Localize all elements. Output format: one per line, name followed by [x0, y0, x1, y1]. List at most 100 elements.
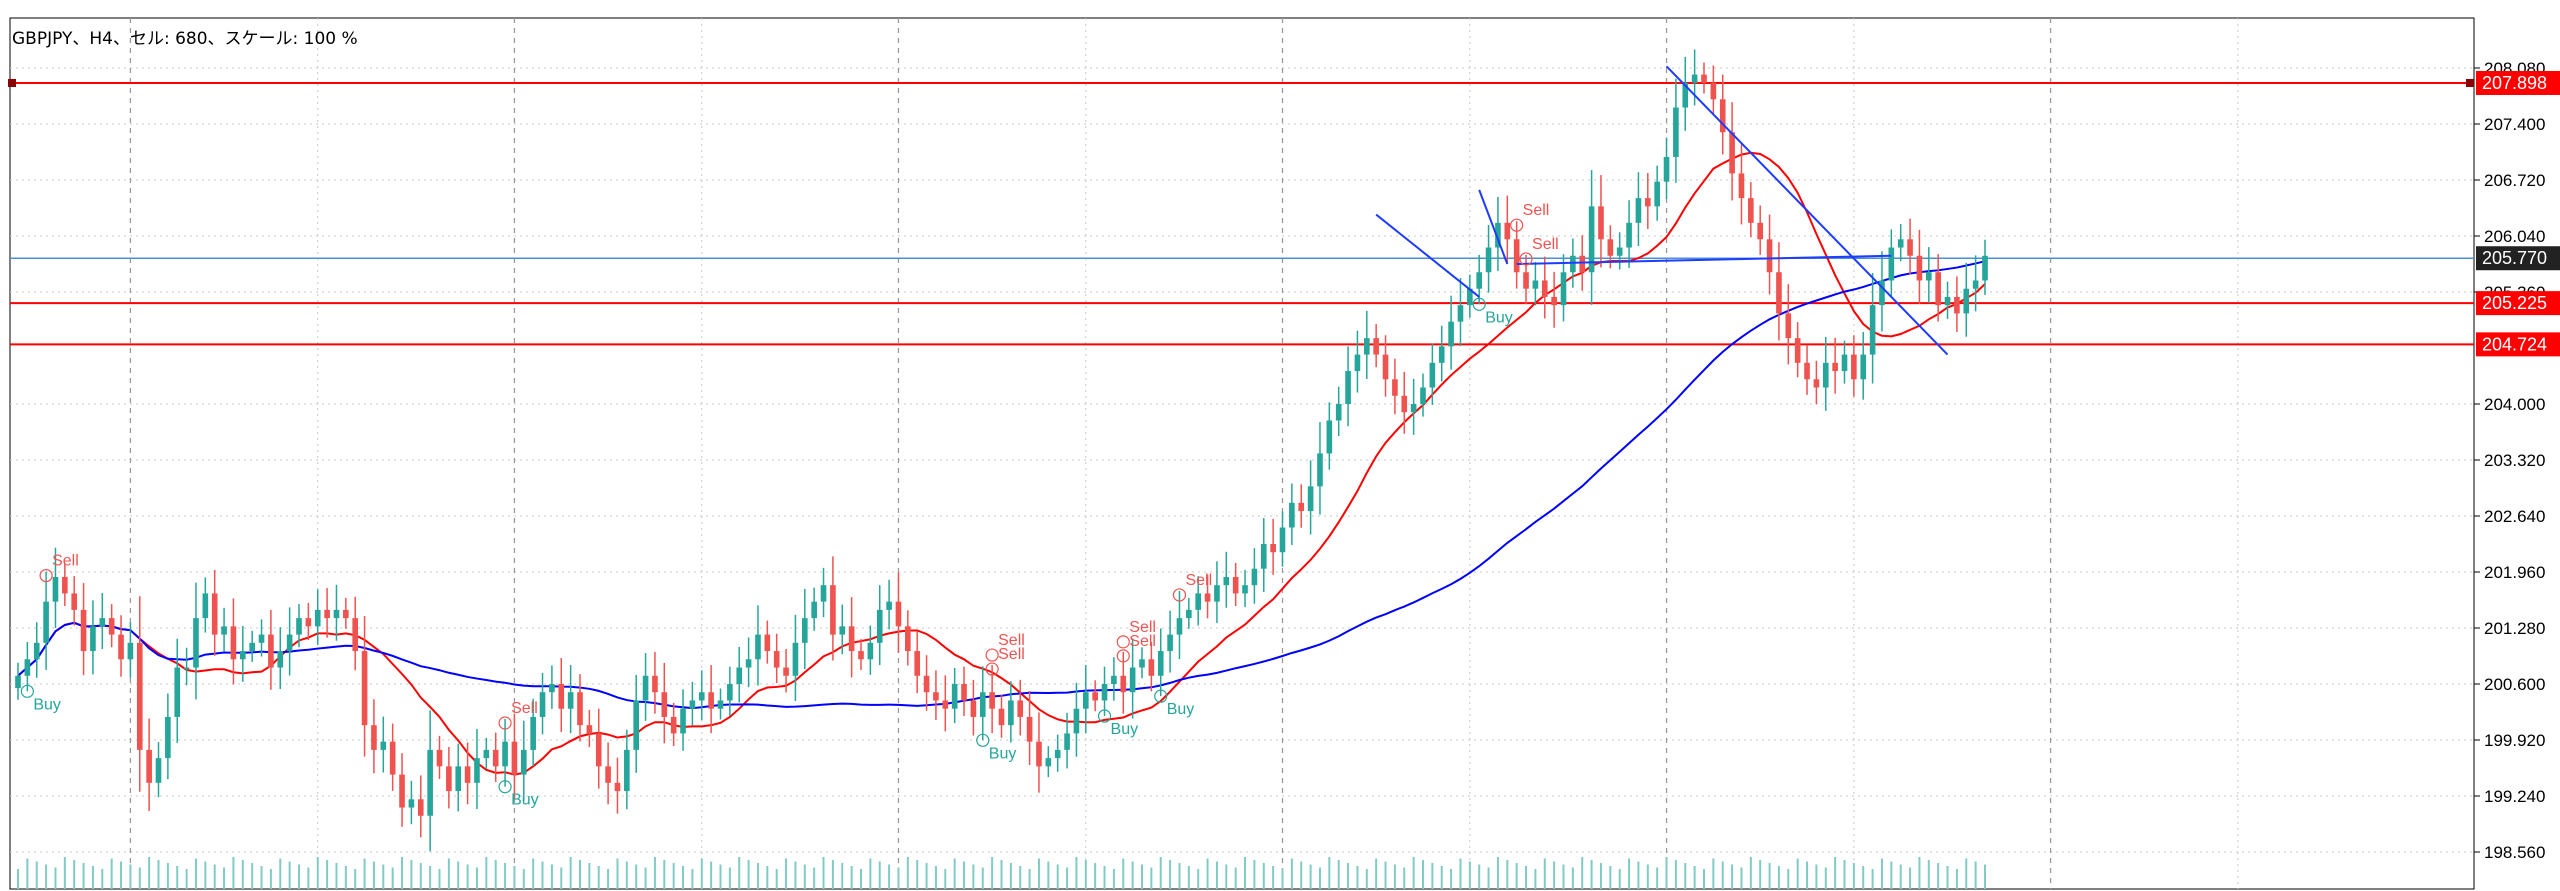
candle	[352, 596, 359, 671]
candle-body	[1186, 609, 1192, 619]
y-tick-label: 206.040	[2484, 227, 2545, 246]
candle-body	[324, 609, 330, 619]
candle	[324, 588, 330, 638]
candle-body	[90, 626, 96, 652]
candle	[1532, 261, 1539, 306]
candle	[221, 607, 227, 652]
candle-body	[1804, 362, 1810, 380]
candle-body	[736, 667, 743, 684]
y-tick-label: 204.000	[2484, 395, 2545, 414]
candle	[792, 614, 799, 701]
y-tick-label: 201.960	[2484, 563, 2545, 582]
candle-body	[1111, 675, 1117, 684]
candle	[118, 615, 124, 677]
candle-body	[1944, 296, 1951, 306]
candle	[1392, 358, 1398, 415]
candle-body	[1410, 404, 1417, 413]
candle	[520, 720, 527, 801]
candle	[1410, 378, 1417, 435]
candle-body	[146, 749, 152, 783]
candle-body	[239, 651, 246, 660]
candle	[933, 670, 939, 721]
candle-body	[1701, 74, 1707, 83]
candle	[595, 708, 602, 789]
candle	[1701, 62, 1707, 94]
buy-signal-label: Buy	[989, 745, 1017, 762]
candle	[1907, 218, 1913, 275]
candle-body	[577, 692, 583, 726]
candle-body	[1607, 239, 1614, 256]
candle	[1045, 746, 1052, 778]
candle	[464, 742, 471, 805]
candle-body	[1036, 741, 1042, 767]
candle	[998, 694, 1005, 738]
buy-marker	[498, 780, 512, 794]
candle-body	[268, 634, 274, 668]
candle-body	[1429, 362, 1436, 388]
price-tag-label: 204.724	[2482, 334, 2547, 354]
candle-body	[474, 758, 480, 783]
candle-body	[24, 659, 31, 676]
candle-body	[961, 684, 967, 701]
candle-body	[1326, 420, 1333, 454]
sell-marker	[1172, 588, 1187, 602]
y-tick-label: 203.320	[2484, 451, 2545, 470]
candle-body	[1982, 255, 1988, 281]
candle	[1026, 691, 1033, 765]
candle-body	[436, 749, 443, 767]
candle	[474, 728, 480, 810]
candle-body	[1129, 667, 1136, 693]
candle	[1982, 239, 1988, 295]
candle-body	[1082, 692, 1089, 709]
candle-body	[446, 766, 452, 792]
trendline-flat	[1516, 254, 1892, 265]
candle-body	[108, 618, 115, 635]
candle-body	[389, 741, 396, 775]
candle-body	[417, 799, 424, 816]
candle	[1635, 172, 1642, 247]
candle-body	[333, 609, 340, 619]
candle	[1551, 271, 1557, 328]
candle	[1092, 680, 1098, 712]
buy-marker	[20, 684, 34, 698]
candle-body	[1635, 198, 1642, 223]
line-anchor-right	[2466, 78, 2474, 87]
candle	[127, 622, 134, 678]
candle	[614, 757, 621, 814]
candle	[1513, 221, 1520, 289]
candle-body	[361, 651, 368, 726]
candle	[1588, 170, 1595, 305]
candle	[511, 713, 518, 800]
candle	[90, 600, 96, 675]
trendlines[interactable]	[1375, 65, 1949, 356]
candle-body	[1092, 692, 1098, 701]
y-tick-label: 200.600	[2484, 675, 2545, 694]
candle	[1438, 325, 1445, 382]
candle	[1232, 562, 1239, 607]
candle-body	[193, 618, 199, 668]
candle-body	[277, 651, 284, 668]
candle-body	[1373, 338, 1379, 355]
candle	[399, 753, 405, 827]
candle	[1429, 343, 1436, 405]
sell-signal-label: Sell	[52, 553, 79, 570]
candle	[1766, 214, 1773, 295]
candle-body	[801, 618, 808, 643]
candle-body	[492, 749, 499, 767]
candle	[905, 610, 911, 666]
candle-body	[1223, 576, 1230, 586]
candle	[1279, 511, 1286, 567]
horizontal-lines[interactable]	[8, 78, 2474, 346]
candle-body	[464, 766, 471, 783]
candle	[895, 572, 902, 653]
candle	[1298, 484, 1305, 528]
candle-body	[1054, 749, 1061, 759]
candle-body	[380, 741, 387, 750]
trendline-short	[1375, 213, 1480, 298]
candle-body	[895, 601, 902, 627]
volume-histogram	[17, 857, 1986, 889]
candle	[1064, 712, 1070, 769]
symbol-info-label: GBPJPY、H4、セル: 680、スケール: 100 %	[12, 29, 358, 49]
candle-body	[1064, 733, 1070, 750]
